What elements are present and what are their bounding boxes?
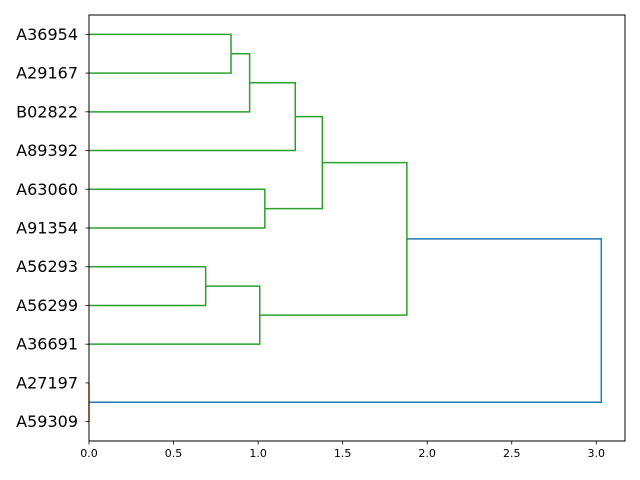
leaf-label: A36954: [16, 25, 78, 44]
leaf-label: A63060: [16, 180, 78, 199]
x-tick-label: 1.5: [334, 447, 352, 460]
leaf-label: A89392: [16, 141, 78, 160]
plot-frame: [88, 14, 626, 442]
leaf-label: A56299: [16, 296, 78, 315]
x-tick-label: 2.5: [503, 447, 521, 460]
x-tick-label: 3.0: [588, 447, 606, 460]
dendrogram-link-10: [89, 238, 603, 404]
dendrogram-links: [88, 33, 603, 422]
leaf-label: A36691: [16, 335, 78, 354]
leaf-label: A56293: [16, 257, 78, 276]
leaf-labels: A36954 A29167 B02822 A89392 A63060 A91354 A562…: [16, 25, 89, 431]
leaf-label: B02822: [16, 102, 78, 121]
leaf-label: A29167: [16, 64, 78, 83]
leaf-label: A91354: [16, 219, 78, 238]
x-axis-ticks: 0.0 0.5 1.0 1.5 2.0 2.5 3.0: [80, 441, 605, 460]
leaf-label: A27197: [16, 373, 78, 392]
leaf-label: A59309: [16, 412, 78, 431]
x-tick-label: 1.0: [249, 447, 267, 460]
x-tick-label: 0.0: [80, 447, 98, 460]
x-tick-label: 0.5: [165, 447, 183, 460]
x-tick-label: 2.0: [418, 447, 436, 460]
